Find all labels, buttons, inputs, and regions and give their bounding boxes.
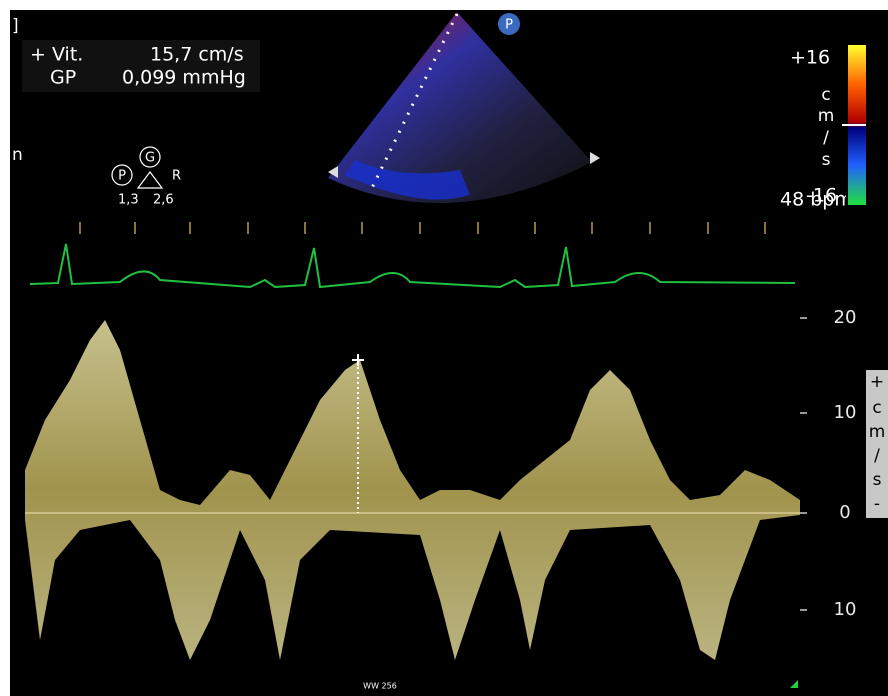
unit-char: + bbox=[870, 372, 884, 392]
unit-char: s bbox=[873, 470, 882, 490]
measure-label: GP bbox=[50, 67, 76, 89]
color-scale-unit: c bbox=[821, 85, 830, 105]
velocity-unit: + c m / s - bbox=[869, 372, 886, 514]
angle-icon bbox=[111, 146, 164, 189]
ecg-trace bbox=[29, 243, 796, 289]
left-marker: n bbox=[12, 145, 23, 165]
angle-value: 2,6 bbox=[153, 193, 174, 208]
angle-g: G bbox=[145, 151, 155, 166]
velocity-tick: 0 bbox=[839, 502, 850, 523]
unit-char: c bbox=[872, 398, 881, 418]
footer-text: WW 256 bbox=[363, 682, 397, 691]
measure-label: + Vit. bbox=[30, 44, 83, 66]
velocity-tick: 20 bbox=[834, 307, 857, 328]
scale-dashes bbox=[800, 317, 807, 611]
corner-marker bbox=[790, 680, 798, 688]
color-scale-min: -16 bbox=[806, 185, 837, 207]
color-sector bbox=[328, 12, 592, 203]
color-scale-unit: m bbox=[818, 106, 835, 126]
time-ticks bbox=[79, 222, 766, 234]
sector-flow bbox=[345, 160, 470, 200]
unit-char: m bbox=[869, 422, 886, 442]
unit-char: / bbox=[874, 446, 880, 466]
velocity-tick: 10 bbox=[834, 599, 857, 620]
velocity-unit-box bbox=[866, 370, 888, 518]
probe-badge-text: P bbox=[505, 18, 513, 33]
probe-badge bbox=[498, 13, 520, 35]
doppler-spectrum bbox=[25, 320, 800, 660]
measure-box bbox=[22, 40, 260, 92]
angle-r: R bbox=[172, 169, 181, 184]
color-scale-unit: s bbox=[822, 150, 831, 170]
caliper-marker bbox=[352, 354, 364, 366]
measure-value: 15,7 cm/s bbox=[150, 44, 244, 66]
measure-value: 0,099 mmHg bbox=[122, 67, 246, 89]
unit-char: - bbox=[874, 494, 880, 514]
header-marker: ] bbox=[12, 16, 19, 36]
velocity-tick: 10 bbox=[834, 402, 857, 423]
heart-rate: 48 bpm bbox=[780, 189, 853, 211]
rate-group: 48 bpm -16 bbox=[780, 185, 853, 211]
color-scale-max: +16 bbox=[790, 47, 830, 69]
color-scale-unit: / bbox=[823, 128, 829, 148]
angle-p: P bbox=[118, 169, 126, 184]
angle-value: 1,3 bbox=[118, 193, 139, 208]
